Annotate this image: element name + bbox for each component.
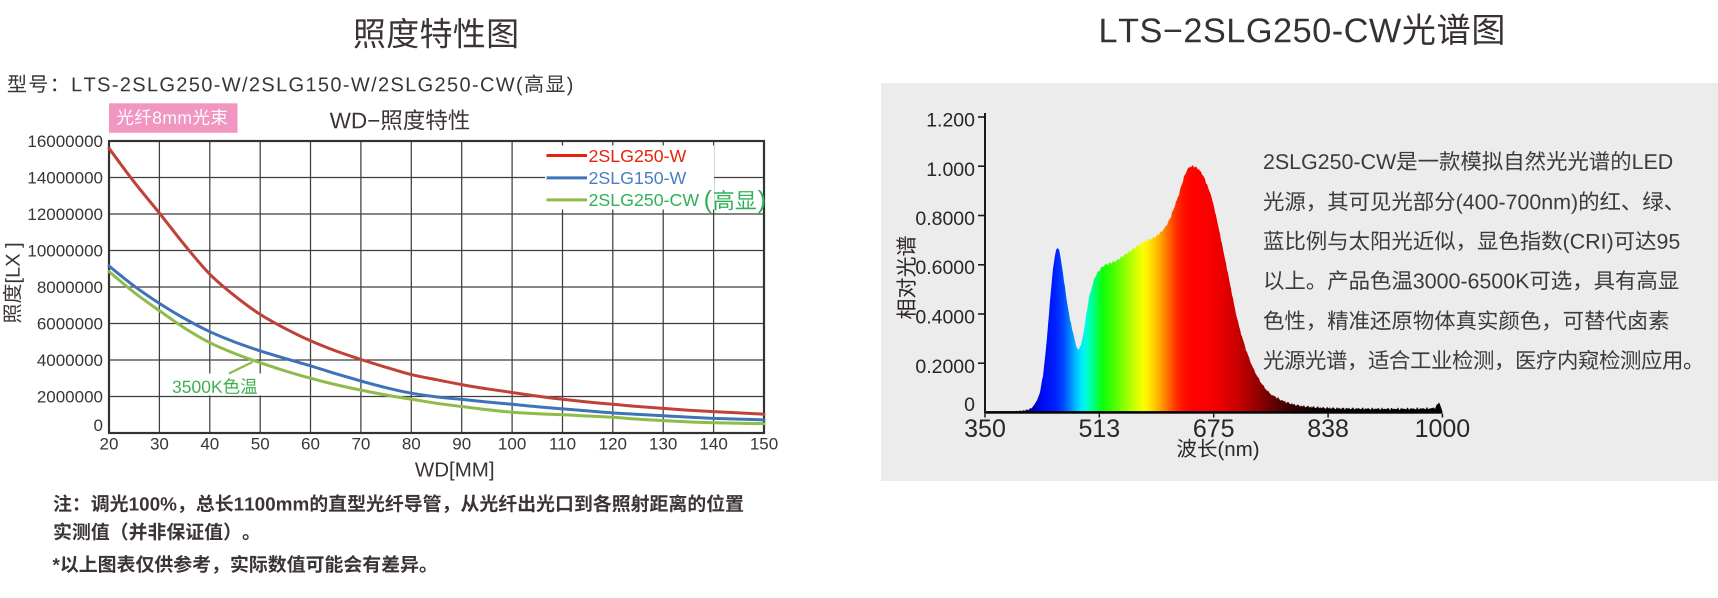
svg-text:14000000: 14000000 bbox=[27, 169, 103, 188]
svg-text:4000000: 4000000 bbox=[37, 351, 103, 370]
svg-text:(: ( bbox=[704, 186, 713, 214]
svg-text:60: 60 bbox=[301, 435, 320, 454]
svg-text:140: 140 bbox=[699, 435, 727, 454]
svg-text:1000: 1000 bbox=[1415, 415, 1471, 443]
svg-text:2SLG250-W: 2SLG250-W bbox=[589, 146, 687, 166]
svg-text:0: 0 bbox=[94, 416, 103, 435]
svg-text:110: 110 bbox=[549, 435, 576, 454]
svg-text:0.8000: 0.8000 bbox=[915, 208, 975, 230]
svg-text:8000000: 8000000 bbox=[37, 278, 103, 297]
svg-text:40: 40 bbox=[200, 435, 219, 454]
svg-text:): ) bbox=[758, 186, 766, 214]
svg-text:150: 150 bbox=[750, 435, 778, 454]
svg-text:513: 513 bbox=[1078, 415, 1120, 443]
svg-text:2SLG250-CW: 2SLG250-CW bbox=[589, 190, 700, 210]
svg-text:350: 350 bbox=[964, 415, 1006, 443]
svg-text:130: 130 bbox=[649, 435, 677, 454]
svg-text:100: 100 bbox=[498, 435, 526, 454]
svg-text:0.2000: 0.2000 bbox=[915, 356, 975, 378]
svg-text:0.4000: 0.4000 bbox=[915, 307, 975, 329]
svg-text:0: 0 bbox=[964, 394, 975, 416]
svg-text:WD[MM]: WD[MM] bbox=[415, 458, 495, 481]
svg-text:1.200: 1.200 bbox=[926, 110, 975, 132]
svg-text:16000000: 16000000 bbox=[27, 132, 103, 151]
svg-text:12000000: 12000000 bbox=[27, 205, 103, 224]
svg-text:6000000: 6000000 bbox=[37, 315, 103, 334]
svg-text:675: 675 bbox=[1193, 415, 1235, 443]
svg-text:70: 70 bbox=[351, 435, 370, 454]
svg-text:10000000: 10000000 bbox=[27, 242, 103, 261]
svg-text:838: 838 bbox=[1307, 415, 1349, 443]
svg-text:20: 20 bbox=[100, 435, 119, 454]
svg-text:30: 30 bbox=[150, 435, 169, 454]
svg-text:50: 50 bbox=[251, 435, 270, 454]
svg-text:2000000: 2000000 bbox=[37, 388, 103, 407]
svg-text:1.000: 1.000 bbox=[926, 159, 975, 181]
svg-text:2SLG150-W: 2SLG150-W bbox=[589, 168, 687, 188]
svg-text:120: 120 bbox=[599, 435, 627, 454]
svg-text:90: 90 bbox=[452, 435, 471, 454]
svg-text:0.6000: 0.6000 bbox=[915, 257, 975, 279]
svg-text:80: 80 bbox=[402, 435, 421, 454]
